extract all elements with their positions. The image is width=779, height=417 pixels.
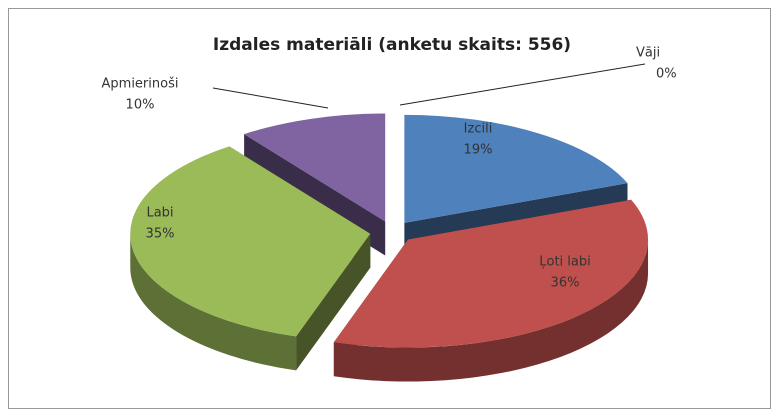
slice <box>404 114 628 223</box>
slice-label: Izcili <box>464 122 493 137</box>
slice-radial-side <box>296 233 371 371</box>
slice-outer-side <box>333 239 649 382</box>
slice-label: Vāji <box>636 46 660 61</box>
slice-outer-side <box>130 233 297 371</box>
leader-line <box>212 87 329 109</box>
slice-value-label: 10% <box>126 98 155 113</box>
slice-label: Ļoti labi <box>539 255 590 270</box>
slice <box>244 113 386 222</box>
slice-label: Apmierinoši <box>102 77 179 92</box>
slice-value-label: 0% <box>656 67 677 82</box>
slice <box>130 146 371 337</box>
leader-line <box>399 63 646 106</box>
slice-value-label: 19% <box>464 143 493 158</box>
slice-value-label: 36% <box>551 276 580 291</box>
chart-title: Izdales materiāli (anketu skaits: 556) <box>213 35 571 55</box>
slice-value-label: 35% <box>146 227 175 242</box>
slice <box>333 199 649 348</box>
slice-label: Labi <box>146 206 173 221</box>
